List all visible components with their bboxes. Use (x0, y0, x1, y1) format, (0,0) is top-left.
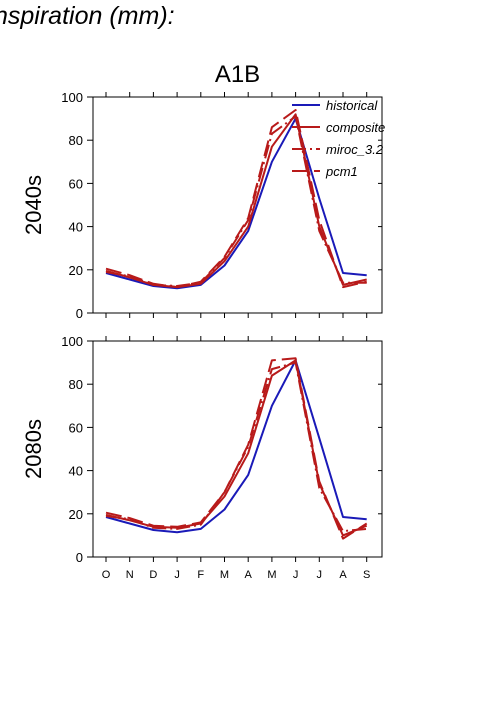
series-line-miroc-3-2 (105, 115, 367, 287)
y-tick-label: 40 (69, 464, 83, 479)
x-tick-label: M (267, 569, 276, 581)
y-tick-label: 40 (69, 220, 83, 235)
series-line-composite (105, 113, 367, 289)
x-tick-label: O (102, 569, 111, 581)
legend-label: composite (326, 120, 385, 135)
x-tick-label: S (363, 569, 370, 581)
series-line-historical (105, 117, 367, 290)
x-tick-label: F (197, 569, 204, 581)
x-tick-label: M (220, 569, 229, 581)
x-tick-label: J (317, 569, 323, 581)
y-tick-label: 20 (69, 263, 83, 278)
x-tick-label: J (293, 569, 299, 581)
page-title: nspiration (mm): (0, 2, 175, 30)
y-tick-label: 60 (69, 176, 83, 191)
y-tick-label: 20 (69, 507, 83, 522)
y-tick-label: 80 (69, 377, 83, 392)
panel-label: 2040s (21, 175, 46, 235)
y-tick-label: 100 (61, 90, 83, 105)
x-tick-label: J (174, 569, 180, 581)
x-tick-label: A (339, 569, 347, 581)
y-tick-label: 0 (76, 550, 83, 565)
panel-frame (92, 96, 383, 314)
x-tick-label: N (126, 569, 134, 581)
panel-frame (92, 340, 383, 558)
chart-title: A1B (215, 61, 260, 88)
series-line-pcm1 (105, 357, 368, 540)
panel-label: 2080s (21, 419, 46, 479)
legend-label: historical (326, 98, 378, 113)
series-line-composite (105, 359, 368, 537)
y-tick-label: 100 (61, 334, 83, 349)
y-tick-label: 0 (76, 306, 83, 321)
legend-label: pcm1 (325, 164, 358, 179)
x-tick-label: A (245, 569, 253, 581)
series-line-pcm1 (105, 109, 367, 289)
y-tick-label: 60 (69, 420, 83, 435)
x-tick-label: D (149, 569, 157, 581)
y-tick-label: 80 (69, 133, 83, 148)
series-line-miroc-3-2 (105, 361, 367, 533)
legend-label: miroc_3.2 (326, 142, 384, 157)
series-line-historical (105, 359, 367, 534)
